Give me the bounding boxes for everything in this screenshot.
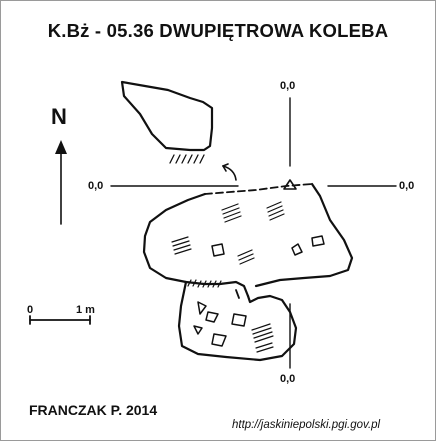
niche-wall-hatch [187, 279, 222, 288]
scale-end-label: 1 m [76, 304, 95, 316]
scale-start-label: 0 [27, 304, 34, 316]
coordinate-label-top: 0,0 [280, 80, 296, 92]
survey-station-icon [283, 179, 297, 190]
cave-title: K.Bż - 05.36 DWUPIĘTROWA KOLEBA [47, 20, 389, 41]
author-credit: FRANCZAK P. 2014 [29, 402, 158, 418]
source-url: http://jaskiniepolski.pgi.gov.pl [232, 419, 381, 431]
coordinate-label-bottom: 0,0 [280, 373, 296, 385]
coordinate-label-right: 0,0 [399, 180, 415, 192]
niche-divider [235, 289, 240, 299]
coordinate-label-left: 0,0 [88, 180, 104, 192]
upper-level-hatch [169, 154, 205, 164]
sediment-hatch [171, 201, 285, 353]
north-label: N [51, 104, 67, 129]
scale-bar [29, 315, 91, 325]
survey-grid [110, 97, 397, 369]
upper-level-outline [120, 80, 214, 152]
entrance-dripline [204, 183, 313, 195]
rock-blocks [193, 235, 325, 347]
lower-niche-outline [177, 280, 298, 362]
climb-arrow-icon [222, 163, 237, 181]
main-chamber-outline [142, 182, 354, 298]
north-arrow-icon [55, 140, 67, 225]
